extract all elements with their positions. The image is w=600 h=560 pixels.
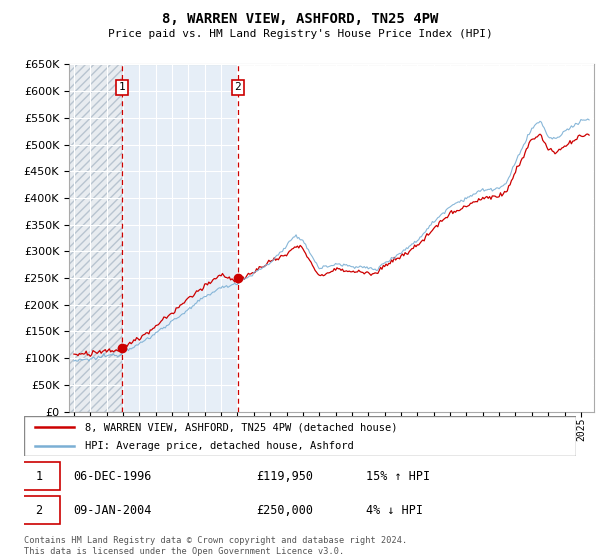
- Text: £119,950: £119,950: [256, 469, 313, 483]
- FancyBboxPatch shape: [19, 462, 60, 490]
- Text: HPI: Average price, detached house, Ashford: HPI: Average price, detached house, Ashf…: [85, 441, 353, 451]
- Text: 2: 2: [235, 82, 241, 92]
- Text: 06-DEC-1996: 06-DEC-1996: [74, 469, 152, 483]
- Text: 09-JAN-2004: 09-JAN-2004: [74, 504, 152, 517]
- Text: 8, WARREN VIEW, ASHFORD, TN25 4PW (detached house): 8, WARREN VIEW, ASHFORD, TN25 4PW (detac…: [85, 422, 397, 432]
- Text: 2: 2: [35, 504, 43, 517]
- Text: 1: 1: [35, 469, 43, 483]
- Text: Price paid vs. HM Land Registry's House Price Index (HPI): Price paid vs. HM Land Registry's House …: [107, 29, 493, 39]
- FancyBboxPatch shape: [19, 496, 60, 524]
- Text: 8, WARREN VIEW, ASHFORD, TN25 4PW: 8, WARREN VIEW, ASHFORD, TN25 4PW: [162, 12, 438, 26]
- Text: 4% ↓ HPI: 4% ↓ HPI: [366, 504, 423, 517]
- Bar: [69, 64, 122, 412]
- Text: 1: 1: [118, 82, 125, 92]
- Text: £250,000: £250,000: [256, 504, 313, 517]
- Text: 15% ↑ HPI: 15% ↑ HPI: [366, 469, 430, 483]
- Bar: [69, 64, 122, 412]
- Text: Contains HM Land Registry data © Crown copyright and database right 2024.
This d: Contains HM Land Registry data © Crown c…: [24, 536, 407, 556]
- Bar: [122, 64, 238, 412]
- FancyBboxPatch shape: [24, 416, 576, 456]
